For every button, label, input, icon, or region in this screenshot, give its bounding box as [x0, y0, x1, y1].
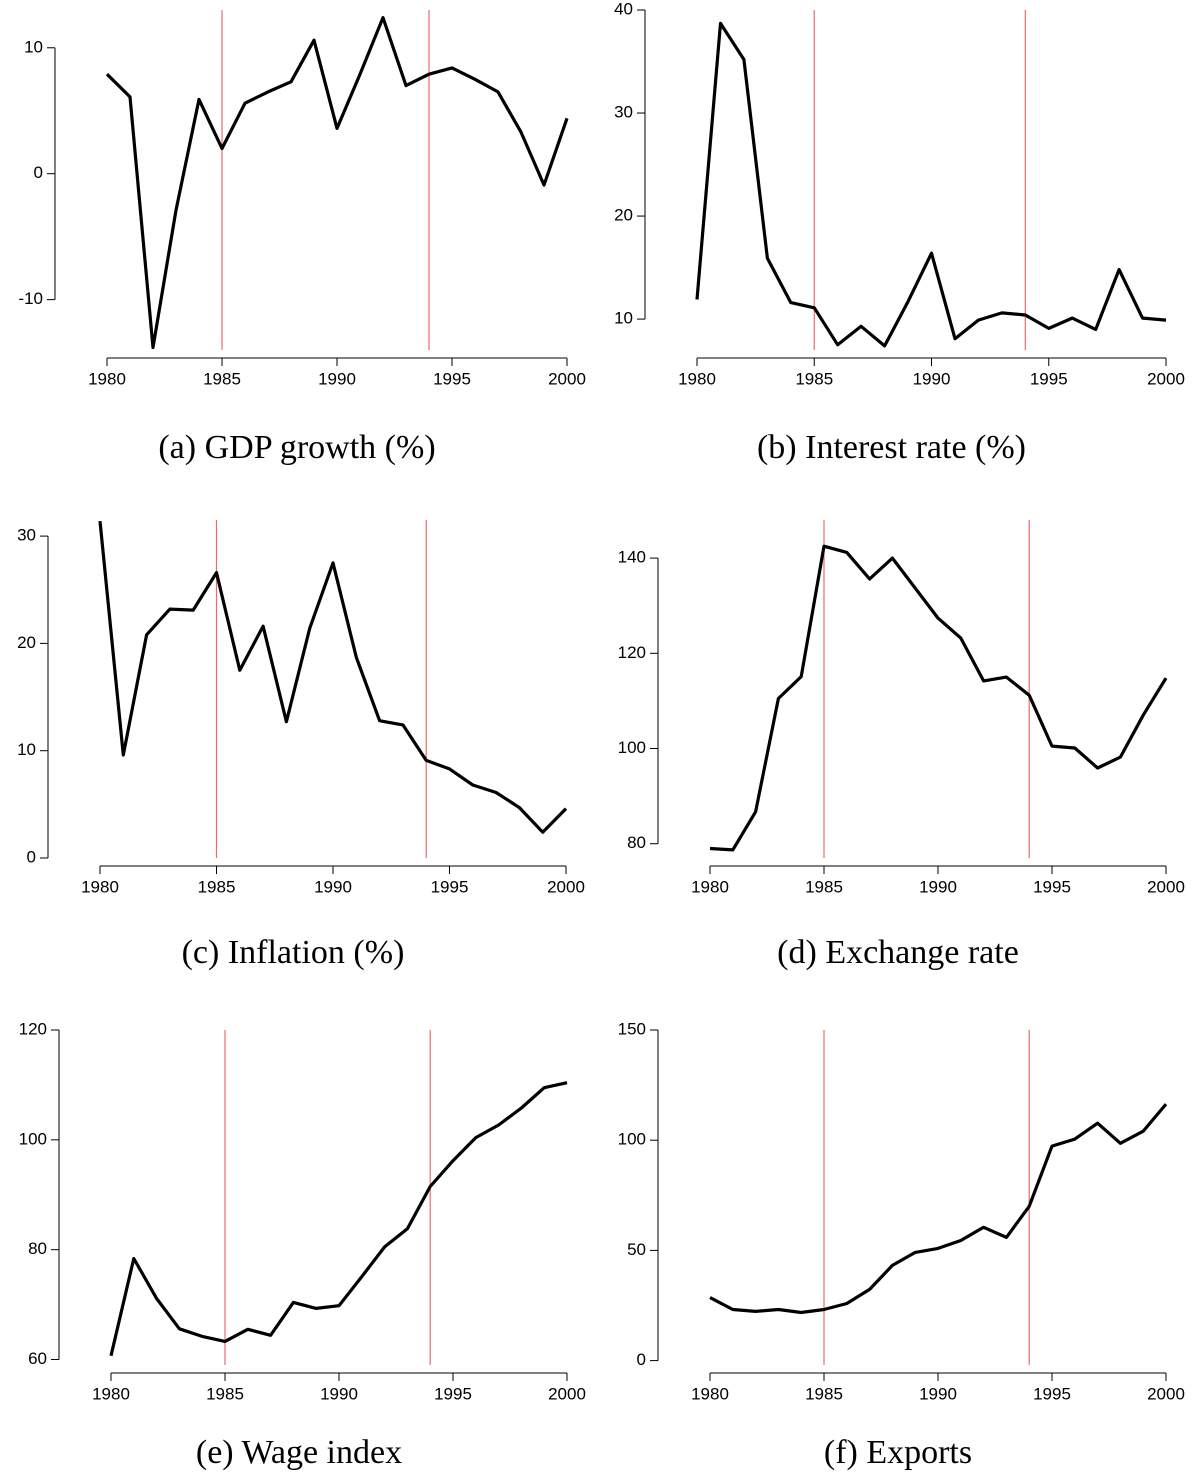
caption: (f) Exports	[824, 1434, 972, 1471]
y-tick-label: 100	[19, 1129, 47, 1148]
x-tick-label: 1995	[434, 1384, 472, 1403]
data-line	[105, 16, 569, 350]
y-tick-label: 0	[27, 847, 36, 866]
caption: (b) Interest rate (%)	[757, 429, 1026, 466]
x-tick-label: 1995	[1033, 1384, 1071, 1403]
data-line	[98, 520, 568, 834]
y-tick-label: 50	[627, 1240, 646, 1259]
y-tick-label: 100	[618, 1130, 646, 1149]
x-tick-label: 1980	[92, 1384, 130, 1403]
x-tick-label: 1990	[919, 1384, 957, 1403]
x-tick-label: 1985	[795, 369, 833, 388]
y-tick-label: 40	[614, 0, 633, 18]
caption: (e) Wage index	[196, 1434, 402, 1471]
y-tick-label: 20	[17, 633, 36, 652]
y-tick-label: -10	[18, 289, 43, 308]
y-tick-label: 10	[17, 740, 36, 759]
data-line	[709, 544, 1168, 852]
caption: (d) Exchange rate	[777, 934, 1019, 971]
x-tick-label: 1985	[198, 877, 236, 896]
x-tick-label: 1985	[206, 1384, 244, 1403]
x-tick-label: 2000	[548, 1384, 586, 1403]
x-tick-label: 1995	[431, 877, 469, 896]
y-tick-label: 10	[24, 37, 43, 56]
data-line	[109, 1081, 568, 1357]
x-tick-label: 2000	[1147, 369, 1185, 388]
y-tick-label: 60	[28, 1349, 47, 1368]
x-tick-label: 1990	[314, 877, 352, 896]
x-tick-label: 1980	[678, 369, 716, 388]
y-tick-label: 0	[637, 1350, 646, 1369]
y-tick-label: 20	[614, 206, 633, 225]
data-line	[709, 1103, 1168, 1315]
x-tick-label: 2000	[1147, 1384, 1185, 1403]
x-tick-label: 2000	[547, 877, 585, 896]
x-tick-label: 1995	[1033, 877, 1071, 896]
x-tick-label: 1985	[805, 877, 843, 896]
y-tick-label: 120	[19, 1019, 47, 1038]
x-tick-label: 1990	[919, 877, 957, 896]
y-tick-label: 80	[28, 1239, 47, 1258]
y-tick-label: 80	[627, 833, 646, 852]
x-tick-label: 1980	[691, 1384, 729, 1403]
y-tick-label: 30	[17, 526, 36, 545]
x-tick-label: 1980	[81, 877, 119, 896]
x-tick-label: 1990	[318, 369, 356, 388]
y-tick-label: 10	[614, 309, 633, 328]
y-tick-label: 100	[618, 738, 646, 757]
x-tick-label: 2000	[548, 369, 586, 388]
x-tick-label: 1980	[88, 369, 126, 388]
x-tick-label: 1980	[691, 877, 729, 896]
x-tick-label: 1985	[203, 369, 241, 388]
caption: (c) Inflation (%)	[182, 934, 405, 971]
y-tick-label: 0	[34, 163, 43, 182]
data-line	[695, 21, 1167, 348]
x-tick-label: 1985	[805, 1384, 843, 1403]
x-tick-label: 1990	[320, 1384, 358, 1403]
y-tick-label: 30	[614, 103, 633, 122]
x-tick-label: 1990	[913, 369, 951, 388]
x-tick-label: 1995	[433, 369, 471, 388]
y-tick-label: 150	[618, 1019, 646, 1038]
x-tick-label: 2000	[1147, 877, 1185, 896]
y-tick-label: 120	[618, 643, 646, 662]
caption: (a) GDP growth (%)	[158, 429, 435, 466]
x-tick-label: 1995	[1030, 369, 1068, 388]
y-tick-label: 140	[618, 548, 646, 567]
